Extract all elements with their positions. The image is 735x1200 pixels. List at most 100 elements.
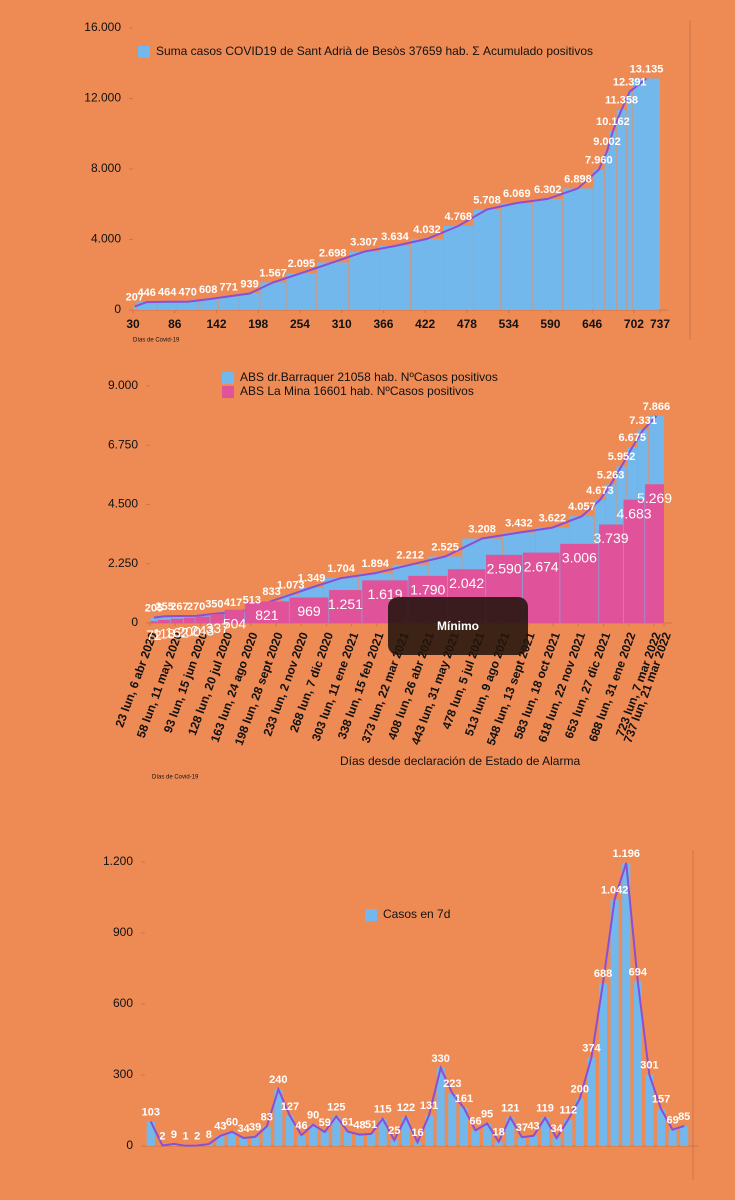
- bar: [251, 1136, 260, 1146]
- data-label: 1.073: [277, 580, 305, 592]
- data-label: 2.698: [319, 247, 347, 259]
- data-label: 6.675: [618, 432, 646, 444]
- trend-line: [149, 862, 685, 1147]
- bar: [552, 1137, 561, 1146]
- data-label: 83: [261, 1111, 273, 1123]
- x-tick-label: 254: [290, 317, 310, 331]
- data-label: 1.567: [259, 267, 287, 279]
- data-label: 1.349: [298, 572, 326, 584]
- bar: [506, 1117, 515, 1146]
- bar: [483, 1123, 492, 1146]
- data-label: 90: [307, 1110, 319, 1122]
- data-label: 688: [594, 968, 612, 980]
- bar: [177, 301, 198, 310]
- x-tick-label: 422: [415, 317, 435, 331]
- data-label: 270: [187, 601, 205, 613]
- bar: [170, 618, 184, 623]
- data-label: 25: [388, 1125, 400, 1137]
- y-tick-label: 6.750: [108, 437, 138, 451]
- data-label: 3.432: [505, 518, 533, 530]
- data-label: 4.673: [586, 485, 614, 497]
- bar: [616, 109, 627, 310]
- data-label: 446: [138, 287, 156, 299]
- data-label: 118: [153, 626, 176, 642]
- bar: [471, 1130, 480, 1146]
- bar: [501, 203, 533, 310]
- data-label: 608: [199, 284, 217, 296]
- data-label: 1.704: [327, 563, 355, 575]
- bar: [656, 1108, 666, 1146]
- bar: [473, 209, 501, 310]
- y-tick-label: 9.000: [108, 378, 138, 392]
- bar: [564, 1119, 573, 1146]
- bar: [633, 981, 642, 1146]
- legend-swatch: [222, 386, 234, 398]
- data-label: 2.042: [449, 575, 484, 591]
- y-tick-label: 4.000: [91, 232, 121, 246]
- overlay-box: [388, 597, 528, 655]
- data-label: 417: [224, 597, 242, 609]
- data-label: 121: [501, 1102, 519, 1114]
- data-label: 8: [206, 1129, 212, 1141]
- bar: [627, 91, 633, 310]
- bar: [401, 1117, 410, 1146]
- bar: [309, 1124, 318, 1146]
- bar: [587, 1057, 596, 1146]
- bar: [262, 1126, 271, 1146]
- data-label: 2.525: [431, 541, 459, 553]
- bar: [645, 1074, 654, 1146]
- bar: [448, 1093, 457, 1146]
- data-label: 10.162: [596, 116, 630, 128]
- data-label: 13.135: [630, 63, 664, 75]
- data-label: 205: [145, 603, 163, 615]
- data-label: 72: [146, 627, 162, 643]
- bar: [150, 621, 158, 623]
- data-label: 5.952: [608, 451, 636, 463]
- x-tick-label: 478: [457, 317, 477, 331]
- data-label: 350: [205, 599, 223, 611]
- data-label: 48: [353, 1120, 365, 1132]
- x-tick-label: 310: [332, 317, 352, 331]
- bar: [195, 616, 210, 623]
- data-label: 157: [652, 1094, 670, 1106]
- bar: [443, 225, 473, 310]
- bar: [645, 484, 664, 623]
- data-label: 4.032: [413, 224, 441, 236]
- data-label: 1.894: [361, 558, 389, 570]
- data-label: 2.212: [396, 550, 424, 562]
- data-label: 95: [481, 1108, 493, 1120]
- data-label: 161: [455, 1093, 473, 1105]
- bar: [560, 543, 599, 623]
- data-label: 37: [516, 1122, 528, 1134]
- data-label: 61: [342, 1116, 354, 1128]
- legend-label: Suma casos COVID19 de Sant Adrià de Besò…: [156, 44, 593, 58]
- annotation: Días de Covid-19: [133, 338, 180, 344]
- bar: [622, 862, 631, 1146]
- data-label: 162: [165, 624, 189, 640]
- data-label: 2: [194, 1130, 200, 1142]
- bar: [286, 273, 317, 310]
- data-label: 9.002: [593, 136, 621, 148]
- data-label: 1.196: [612, 848, 640, 860]
- data-label: 207: [126, 291, 144, 303]
- bar: [297, 1135, 306, 1146]
- data-label: 39: [249, 1122, 261, 1134]
- bar: [227, 1131, 237, 1146]
- y-tick-label: 600: [113, 996, 133, 1010]
- data-label: 7.331: [629, 415, 657, 427]
- bar: [633, 78, 660, 310]
- data-label: 1.251: [328, 596, 363, 612]
- data-label: 1.790: [410, 582, 445, 598]
- data-label: 5.708: [473, 194, 501, 206]
- bar: [239, 1137, 248, 1146]
- legend-swatch: [365, 909, 377, 921]
- data-label: 3.622: [539, 513, 567, 525]
- y-tick-label: 12.000: [84, 91, 121, 105]
- data-label: 255: [156, 601, 174, 613]
- data-label: 240: [269, 1074, 287, 1086]
- bar: [529, 1135, 538, 1146]
- data-label: 6.898: [564, 173, 592, 185]
- bar: [599, 524, 623, 623]
- legend-label: Casos en 7d: [383, 907, 450, 921]
